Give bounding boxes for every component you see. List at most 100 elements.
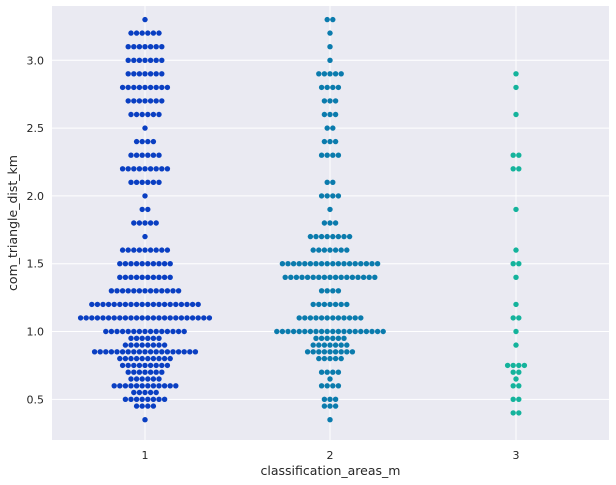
data-point	[164, 84, 171, 91]
data-point	[173, 315, 179, 321]
data-point	[313, 233, 319, 240]
data-point	[330, 16, 336, 23]
data-point	[279, 328, 286, 335]
data-point	[302, 315, 308, 321]
data-point	[513, 71, 519, 77]
data-point	[355, 274, 361, 280]
data-point	[136, 247, 143, 253]
data-point	[338, 342, 344, 348]
data-point	[279, 261, 286, 267]
x-tick-label: 3	[513, 449, 520, 462]
data-point	[142, 71, 148, 77]
data-point	[100, 315, 106, 321]
data-point	[147, 220, 154, 226]
data-point	[327, 301, 333, 308]
data-point	[150, 111, 157, 118]
data-point	[341, 233, 347, 240]
data-point	[139, 274, 145, 280]
data-point	[173, 383, 179, 389]
data-point	[91, 349, 98, 355]
data-point	[125, 349, 131, 355]
y-tick-label: 3.0	[27, 54, 45, 67]
data-point	[142, 166, 148, 172]
data-point	[156, 152, 162, 158]
data-point	[150, 152, 157, 158]
data-point	[310, 301, 316, 308]
data-point	[159, 44, 165, 50]
data-point	[310, 274, 316, 280]
data-point	[119, 166, 126, 172]
data-point	[150, 342, 157, 348]
data-point	[332, 403, 339, 409]
data-point	[128, 30, 134, 36]
data-point	[335, 152, 342, 158]
data-point	[153, 57, 159, 63]
data-point	[161, 355, 168, 362]
data-point	[324, 84, 330, 91]
data-point	[131, 71, 137, 77]
data-point	[153, 328, 159, 335]
data-point	[153, 389, 159, 396]
data-point	[324, 152, 330, 158]
data-point	[327, 247, 333, 253]
data-point	[181, 328, 187, 335]
data-point	[136, 328, 143, 335]
data-point	[170, 349, 176, 355]
data-point	[330, 315, 336, 321]
data-point	[142, 288, 148, 294]
data-point	[316, 349, 322, 355]
data-point	[380, 328, 386, 335]
data-point	[346, 328, 353, 335]
data-point	[330, 84, 336, 91]
data-point	[142, 247, 148, 253]
data-point	[145, 315, 151, 321]
data-point	[316, 355, 322, 362]
data-point	[335, 315, 342, 321]
data-point	[330, 369, 336, 375]
data-point	[133, 274, 140, 280]
data-point	[330, 288, 336, 294]
data-point	[330, 383, 336, 389]
data-point	[153, 71, 159, 77]
data-point	[125, 369, 131, 375]
data-point	[330, 335, 336, 341]
data-point	[358, 328, 364, 335]
data-point	[139, 342, 145, 348]
data-point	[366, 274, 372, 280]
data-point	[324, 179, 330, 185]
data-point	[332, 274, 339, 280]
data-point	[119, 247, 126, 253]
data-point	[108, 288, 115, 294]
data-point	[321, 138, 328, 145]
data-point	[142, 16, 148, 23]
data-point	[94, 315, 101, 321]
data-point	[153, 349, 159, 355]
data-point	[83, 315, 89, 321]
data-point	[167, 274, 173, 280]
data-point	[133, 403, 140, 409]
data-point	[145, 342, 151, 348]
data-point	[318, 261, 325, 267]
data-point	[136, 369, 143, 375]
data-point	[332, 355, 339, 362]
data-point	[105, 301, 112, 308]
data-point	[145, 30, 151, 36]
data-point	[288, 274, 294, 280]
data-point	[195, 301, 201, 308]
data-point	[159, 369, 165, 375]
data-point	[332, 247, 339, 253]
data-point	[307, 328, 314, 335]
data-point	[516, 369, 522, 375]
data-point	[324, 288, 330, 294]
data-point	[307, 315, 314, 321]
data-point	[142, 362, 148, 369]
data-point	[195, 315, 201, 321]
data-point	[131, 362, 137, 369]
data-point	[321, 301, 328, 308]
data-point	[316, 247, 322, 253]
data-point	[338, 71, 344, 77]
data-point	[128, 152, 134, 158]
data-point	[131, 166, 137, 172]
data-point	[147, 362, 154, 369]
data-point	[119, 362, 126, 369]
